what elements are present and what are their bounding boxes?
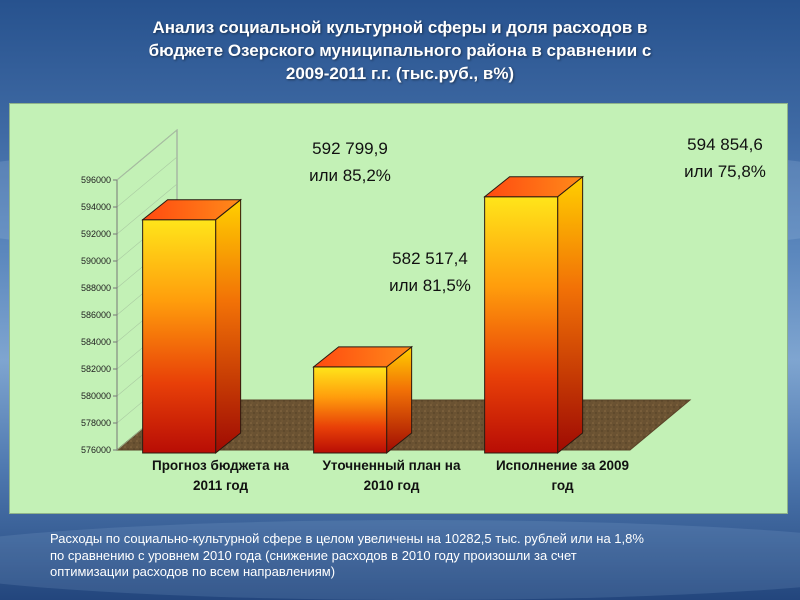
category-label: 2010 год	[364, 478, 420, 493]
title-line-3: 2009-2011 г.г. (тыс.руб., в%)	[285, 64, 515, 83]
bar-top	[312, 346, 414, 368]
y-wall-line	[116, 183, 178, 235]
y-wall-line	[116, 156, 178, 208]
y-tick-label: 578000	[81, 418, 111, 428]
y-tick-label: 590000	[81, 256, 111, 266]
category-label: 2011 год	[193, 478, 249, 493]
bar-chart: 576000 578000 580000 582000 584000 586000 5880…	[81, 128, 766, 493]
y-tick-label: 584000	[81, 337, 111, 347]
y-tick-label: 588000	[81, 283, 111, 293]
y-tick-label: 582000	[81, 364, 111, 374]
bar-group-2: 582 517,4 или 81,5% Уточненный план на 2010…	[312, 249, 471, 493]
y-tick-label: 596000	[81, 175, 111, 185]
category-label: Уточненный план на	[323, 458, 461, 473]
footer-note: Расходы по социально-культурной сфере в …	[50, 531, 770, 581]
bar-group-1: 592 799,9 или 85,2% Прогноз бюджета на 2011…	[141, 139, 391, 493]
bar	[142, 219, 217, 454]
chart-layer: 576000 578000 580000 582000 584000 586000 5880…	[81, 128, 766, 493]
y-tick-label: 594000	[81, 202, 111, 212]
bar-top	[141, 199, 243, 221]
bar-side	[215, 198, 242, 455]
bar-top	[483, 176, 585, 198]
category-label: Прогноз бюджета на	[152, 458, 290, 473]
y-tick-label: 576000	[81, 445, 111, 455]
bar	[484, 196, 559, 454]
slide-title: Анализ социальной культурной сферы и дол…	[60, 16, 740, 85]
bar-side	[557, 175, 584, 455]
data-label: 594 854,6	[687, 135, 763, 154]
footer-line-2: по сравнению с уровнем 2010 года (снижен…	[50, 547, 577, 563]
data-label: или 85,2%	[309, 166, 391, 185]
bar	[313, 366, 388, 454]
y-tick-label: 586000	[81, 310, 111, 320]
category-label: год	[551, 478, 574, 493]
y-tick-label: 580000	[81, 391, 111, 401]
y-wall-line	[116, 129, 178, 181]
data-label: или 81,5%	[389, 276, 471, 295]
y-tick-label: 592000	[81, 229, 111, 239]
category-label: Исполнение за 2009	[496, 458, 629, 473]
footer-line-1: Расходы по социально-культурной сфере в …	[50, 531, 644, 546]
data-label: 592 799,9	[312, 139, 388, 158]
title-line-1: Анализ социальной культурной сферы и дол…	[152, 18, 648, 37]
chart-panel: 576000 578000 580000 582000 584000 586000 5880…	[9, 103, 788, 514]
title-line-2: бюджете Озерского муниципального района …	[148, 41, 652, 60]
footer-line-3: оптимизации расходов по всем направления…	[50, 564, 336, 579]
bar-group-3: 594 854,6 или 75,8% Исполнение за 2009 год	[483, 135, 766, 493]
data-label: или 75,8%	[684, 162, 766, 181]
data-label: 582 517,4	[392, 249, 468, 268]
